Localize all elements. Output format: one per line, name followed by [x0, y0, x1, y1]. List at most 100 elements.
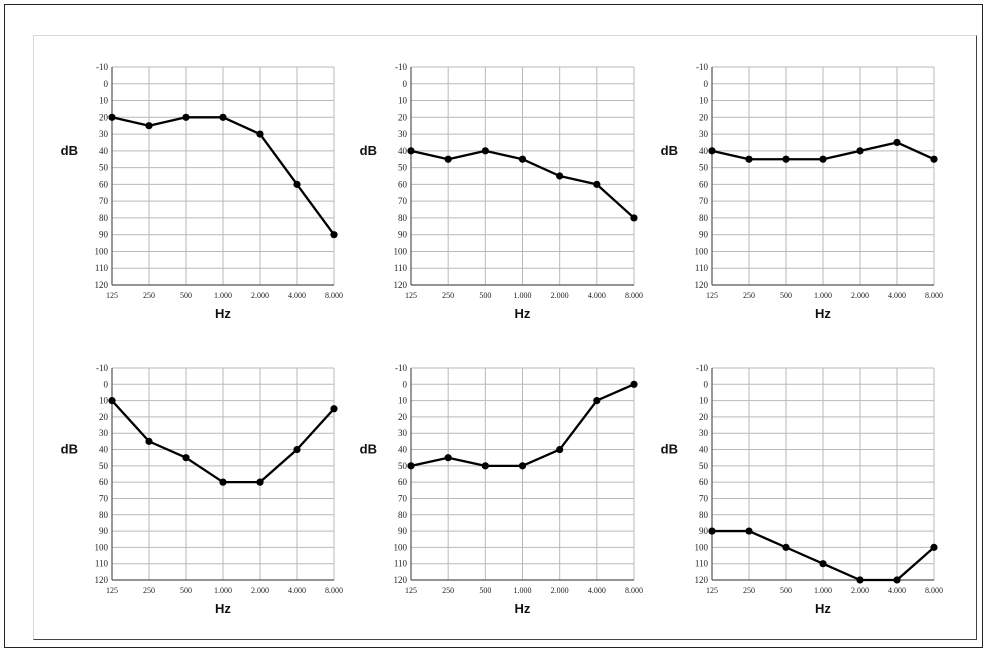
data-point — [630, 214, 638, 222]
data-point — [556, 445, 564, 454]
y-tick-label: 20 — [699, 412, 709, 422]
x-tick-label: 8.000 — [925, 291, 943, 300]
y-tick-label: 30 — [99, 428, 109, 438]
x-tick-label: 8.000 — [625, 291, 643, 300]
y-tick-label: 20 — [99, 112, 109, 122]
y-tick-label: 50 — [398, 163, 408, 173]
y-tick-label: 80 — [99, 510, 109, 520]
y-tick-label: 100 — [394, 246, 408, 256]
x-tick-label: 1.000 — [214, 291, 232, 300]
data-point — [293, 180, 301, 188]
y-tick-label: -10 — [395, 363, 407, 373]
y-tick-label: 50 — [398, 461, 408, 471]
y-tick-label: 10 — [398, 96, 408, 106]
x-axis-label: Hz — [215, 601, 231, 616]
x-tick-label: 500 — [479, 291, 491, 300]
x-tick-label: 2.000 — [851, 586, 869, 595]
y-tick-label: 30 — [398, 428, 408, 438]
y-tick-label: 10 — [99, 396, 109, 406]
y-tick-label: 90 — [699, 526, 709, 536]
x-tick-label: 125 — [405, 291, 417, 300]
x-tick-label: 4.000 — [888, 586, 906, 595]
y-tick-label: 100 — [95, 542, 109, 552]
data-point — [856, 147, 864, 155]
x-tick-label: 125 — [405, 586, 417, 595]
x-tick-label: 2.000 — [251, 586, 269, 595]
x-tick-label: 2.000 — [851, 291, 869, 300]
y-tick-label: 90 — [699, 230, 709, 240]
y-tick-label: 80 — [699, 510, 709, 520]
y-tick-label: 70 — [99, 196, 109, 206]
data-point — [819, 560, 827, 568]
y-tick-label: 20 — [398, 412, 408, 422]
y-tick-label: 40 — [398, 445, 408, 455]
y-tick-label: 10 — [699, 396, 709, 406]
data-point — [930, 543, 938, 551]
x-tick-label: 250 — [442, 291, 454, 300]
x-tick-label: 500 — [780, 291, 792, 300]
x-tick-label: 4.000 — [588, 291, 606, 300]
x-tick-label: 500 — [479, 586, 491, 595]
y-tick-label: 0 — [704, 79, 709, 89]
x-tick-label: 8.000 — [325, 586, 343, 595]
x-tick-label: 250 — [143, 291, 155, 300]
data-point — [444, 454, 452, 462]
x-tick-label: 1.000 — [514, 291, 532, 300]
y-tick-label: 60 — [699, 477, 709, 487]
y-tick-label: 120 — [394, 575, 408, 585]
y-tick-label: 40 — [99, 445, 109, 455]
y-tick-label: 120 — [394, 280, 408, 290]
x-tick-label: 8.000 — [625, 586, 643, 595]
data-point — [108, 397, 116, 405]
x-axis-label: Hz — [215, 306, 231, 321]
data-point — [330, 231, 338, 239]
y-tick-label: 110 — [394, 263, 408, 273]
data-point — [145, 122, 153, 130]
y-tick-label: 0 — [104, 79, 109, 89]
x-tick-label: 8.000 — [925, 586, 943, 595]
y-tick-label: 40 — [99, 146, 109, 156]
y-tick-label: 30 — [398, 129, 408, 139]
data-point — [782, 543, 790, 551]
data-point — [930, 155, 938, 163]
x-axis-label: Hz — [515, 601, 531, 616]
y-tick-label: 70 — [699, 493, 709, 503]
data-point — [745, 527, 753, 535]
data-point — [256, 478, 264, 486]
y-tick-label: 70 — [398, 196, 408, 206]
y-tick-label: -10 — [696, 62, 708, 72]
y-tick-label: 90 — [398, 526, 408, 536]
x-tick-label: 4.000 — [588, 586, 606, 595]
y-tick-label: 10 — [398, 396, 408, 406]
y-tick-label: 60 — [99, 179, 109, 189]
y-tick-label: 120 — [95, 575, 109, 585]
data-point — [819, 155, 827, 163]
data-point — [708, 527, 716, 535]
data-point — [182, 113, 190, 121]
x-tick-label: 500 — [780, 586, 792, 595]
x-tick-label: 4.000 — [888, 291, 906, 300]
x-tick-label: 4.000 — [288, 586, 306, 595]
x-tick-label: 4.000 — [288, 291, 306, 300]
y-tick-label: 110 — [695, 263, 709, 273]
x-tick-label: 250 — [143, 586, 155, 595]
data-point — [256, 130, 264, 138]
data-point — [593, 180, 601, 188]
x-tick-label: 250 — [743, 586, 755, 595]
y-tick-label: -10 — [395, 62, 407, 72]
x-tick-label: 2.000 — [551, 291, 569, 300]
x-tick-label: 1.000 — [214, 586, 232, 595]
y-tick-label: 120 — [95, 280, 109, 290]
y-axis-label: dB — [61, 442, 78, 457]
y-tick-label: 40 — [699, 146, 709, 156]
x-tick-label: 1.000 — [814, 291, 832, 300]
y-tick-label: 90 — [99, 526, 109, 536]
page-frame — [4, 4, 983, 648]
data-point — [893, 576, 901, 584]
charts-panel — [33, 35, 977, 640]
y-tick-label: 50 — [699, 163, 709, 173]
data-point — [782, 155, 790, 163]
